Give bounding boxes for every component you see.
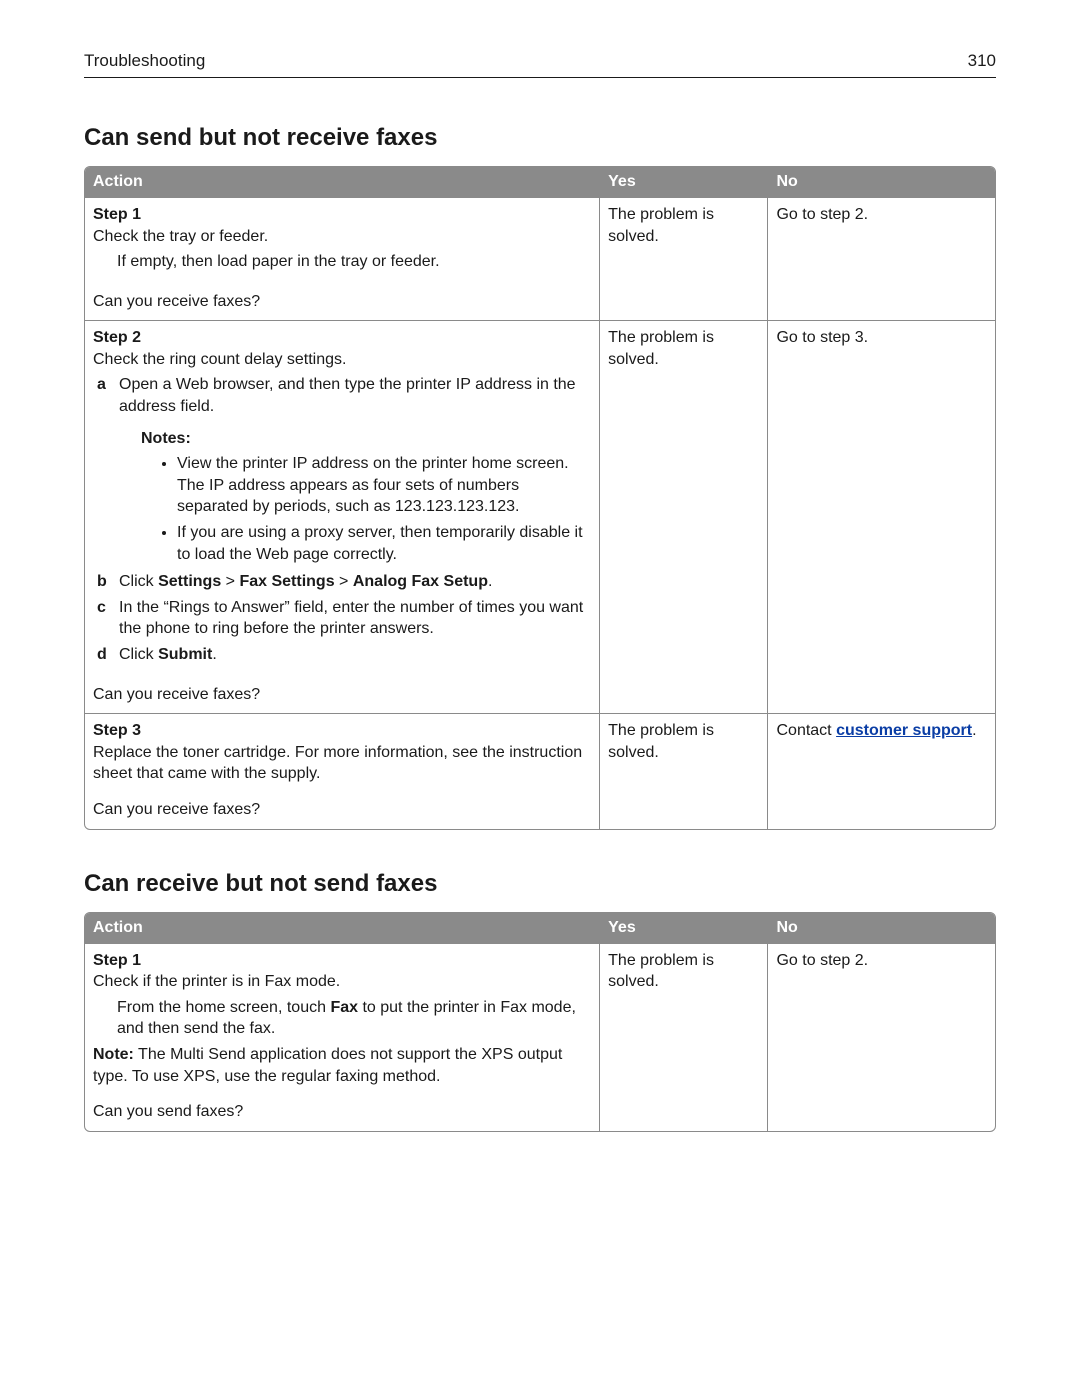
substep-text: Click Submit.: [119, 646, 217, 663]
substep-c: c In the “Rings to Answer” field, enter …: [97, 597, 591, 640]
action-cell: Step 1 Check the tray or feeder. If empt…: [85, 197, 599, 320]
table-header-row: Action Yes No: [85, 167, 995, 197]
step-indent: From the home screen, touch Fax to put t…: [93, 997, 591, 1040]
step-label: Step 1: [93, 204, 591, 226]
step-label: Step 3: [93, 720, 591, 742]
note-text: The Multi Send application does not supp…: [93, 1046, 562, 1085]
step-question: Can you receive faxes?: [93, 799, 591, 821]
substep-list: a Open a Web browser, and then type the …: [93, 374, 591, 665]
action-cell: Step 3 Replace the toner cartridge. For …: [85, 713, 599, 828]
page-header: Troubleshooting 310: [84, 50, 996, 78]
step-label: Step 2: [93, 327, 591, 349]
step-label: Step 1: [93, 950, 591, 972]
no-cell: Go to step 2.: [767, 943, 995, 1131]
no-cell: Contact customer support.: [767, 713, 995, 828]
customer-support-link[interactable]: customer support: [836, 722, 972, 739]
no-cell: Go to step 2.: [767, 197, 995, 320]
step-indent: If empty, then load paper in the tray or…: [93, 251, 591, 273]
yes-cell: The problem is solved.: [599, 713, 767, 828]
table-row: Step 1 Check if the printer is in Fax mo…: [85, 943, 995, 1131]
col-header-action: Action: [85, 167, 599, 197]
text: From the home screen, touch: [117, 999, 330, 1016]
yes-cell: The problem is solved.: [599, 197, 767, 320]
col-header-action: Action: [85, 913, 599, 943]
col-header-yes: Yes: [599, 913, 767, 943]
substep-marker: b: [97, 571, 107, 593]
substep-marker: d: [97, 644, 107, 666]
substep-text: In the “Rings to Answer” field, enter th…: [119, 599, 583, 638]
note-label: Note:: [93, 1046, 134, 1063]
section2-table: Action Yes No Step 1 Check if the printe…: [84, 912, 996, 1132]
substep-d: d Click Submit.: [97, 644, 591, 666]
path-part: Analog Fax Setup: [353, 573, 488, 590]
step-line: Replace the toner cartridge. For more in…: [93, 742, 591, 785]
col-header-no: No: [767, 167, 995, 197]
action-cell: Step 1 Check if the printer is in Fax mo…: [85, 943, 599, 1131]
yes-cell: The problem is solved.: [599, 320, 767, 713]
table-row: Step 2 Check the ring count delay settin…: [85, 320, 995, 713]
step-line: Check the ring count delay settings.: [93, 349, 591, 371]
header-page-number: 310: [968, 50, 996, 73]
fax-word: Fax: [330, 999, 358, 1016]
substep-marker: a: [97, 374, 106, 396]
note-item: If you are using a proxy server, then te…: [177, 522, 591, 565]
notes-label: Notes:: [119, 428, 591, 450]
substep-text: Open a Web browser, and then type the pr…: [119, 376, 576, 415]
step-line: Check if the printer is in Fax mode.: [93, 971, 591, 993]
text: .: [972, 722, 976, 739]
section1-title: Can send but not receive faxes: [84, 122, 996, 154]
text: Contact: [776, 722, 836, 739]
submit-word: Submit: [158, 646, 212, 663]
step-question: Can you receive faxes?: [93, 291, 591, 313]
path-part: Fax Settings: [239, 573, 334, 590]
step-question: Can you receive faxes?: [93, 684, 591, 706]
text: .: [212, 646, 216, 663]
text: >: [221, 573, 239, 590]
path-part: Settings: [158, 573, 221, 590]
table-row: Step 1 Check the tray or feeder. If empt…: [85, 197, 995, 320]
table-row: Step 3 Replace the toner cartridge. For …: [85, 713, 995, 828]
substep-marker: c: [97, 597, 106, 619]
yes-cell: The problem is solved.: [599, 943, 767, 1131]
text: >: [335, 573, 353, 590]
col-header-yes: Yes: [599, 167, 767, 197]
header-section-name: Troubleshooting: [84, 50, 205, 73]
step-question: Can you send faxes?: [93, 1101, 591, 1123]
table-header-row: Action Yes No: [85, 913, 995, 943]
notes-list: View the printer IP address on the print…: [119, 453, 591, 565]
note-line: Note: The Multi Send application does no…: [93, 1044, 591, 1087]
text: Click: [119, 646, 158, 663]
col-header-no: No: [767, 913, 995, 943]
section2-title: Can receive but not send faxes: [84, 868, 996, 900]
no-cell: Go to step 3.: [767, 320, 995, 713]
action-cell: Step 2 Check the ring count delay settin…: [85, 320, 599, 713]
text: .: [488, 573, 492, 590]
substep-b: b Click Settings > Fax Settings > Analog…: [97, 571, 591, 593]
section1-table: Action Yes No Step 1 Check the tray or f…: [84, 166, 996, 829]
note-item: View the printer IP address on the print…: [177, 453, 591, 518]
text: Click: [119, 573, 158, 590]
substep-a: a Open a Web browser, and then type the …: [97, 374, 591, 565]
step-line: Check the tray or feeder.: [93, 226, 591, 248]
document-page: Troubleshooting 310 Can send but not rec…: [0, 0, 1080, 1397]
substep-text: Click Settings > Fax Settings > Analog F…: [119, 573, 492, 590]
